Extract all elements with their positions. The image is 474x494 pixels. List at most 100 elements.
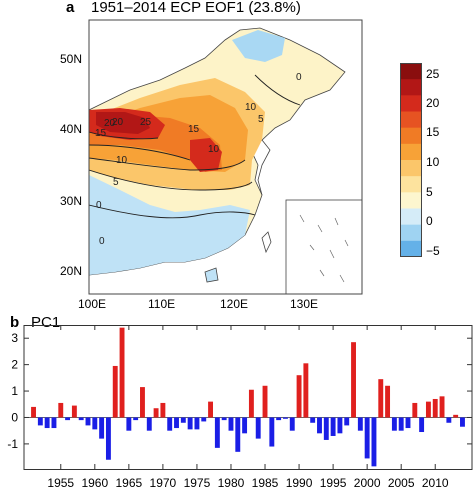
bar <box>214 417 220 448</box>
contour-label: 5 <box>258 114 264 125</box>
x-tick-label: 1975 <box>184 476 211 490</box>
bar <box>51 417 57 429</box>
x-tick-label: 1970 <box>150 476 177 490</box>
bar <box>317 417 322 434</box>
bar <box>432 398 438 418</box>
bar <box>337 417 343 434</box>
x-tick-label: 1990 <box>286 476 313 490</box>
colorbar-segment <box>400 95 422 112</box>
colorbar-segment <box>400 224 422 242</box>
positive-region-25 <box>96 112 150 134</box>
bar <box>378 379 384 418</box>
bar <box>44 417 50 429</box>
panel-b-label: b <box>10 314 20 331</box>
bar <box>140 387 145 418</box>
south-china-sea-inset <box>285 199 362 294</box>
positive-region-centre <box>190 138 222 172</box>
bar <box>37 417 43 426</box>
bar <box>330 417 336 436</box>
x-tick-label: 1960 <box>81 476 108 490</box>
colorbar-segment <box>400 208 422 226</box>
bar <box>276 417 282 421</box>
lon-tick-label: 110E <box>148 297 176 311</box>
y-tick-label: 2 <box>11 358 18 372</box>
bar <box>248 389 254 418</box>
colorbar-segment <box>400 192 422 209</box>
contour-label: 10 <box>245 102 257 113</box>
map-panel: 0 10 5 10 15 20 25 15 20 10 5 0 0 <box>88 19 363 295</box>
contour-label: 20 <box>104 118 116 129</box>
bar <box>255 417 261 439</box>
colorbar-segment <box>400 127 422 145</box>
colorbar-tick-label: 5 <box>426 185 433 199</box>
colorbar-segment <box>400 63 422 80</box>
bar <box>398 417 404 431</box>
chart-frame <box>23 325 473 470</box>
negative-region-southwest <box>89 175 250 275</box>
bar <box>153 408 159 418</box>
x-tick-label: 1955 <box>47 476 74 490</box>
bar <box>344 417 350 426</box>
y-tick-label: -1 <box>7 437 18 451</box>
bar <box>289 417 295 431</box>
bar <box>146 417 152 431</box>
bar <box>92 417 98 430</box>
contour-label: 0 <box>99 236 105 247</box>
lon-tick-label: 120E <box>220 297 249 311</box>
bar <box>391 417 397 431</box>
bar <box>235 417 241 452</box>
bar <box>160 402 166 418</box>
contour-label: 15 <box>95 128 107 139</box>
x-tick-label: 2005 <box>388 476 415 490</box>
bar <box>85 417 91 426</box>
bar <box>446 417 452 423</box>
bar <box>78 417 84 421</box>
bar <box>126 417 132 431</box>
taiwan-outline <box>261 231 272 254</box>
contour-label: 0 <box>296 72 302 83</box>
bar <box>105 417 111 460</box>
bar <box>453 414 459 418</box>
lat-tick-label: 20N <box>60 264 83 278</box>
colorbar-tick-label: −5 <box>426 244 440 258</box>
contour-label: 25 <box>140 117 152 128</box>
coastline <box>257 139 271 196</box>
bar <box>371 417 377 467</box>
lon-tick-label: 100E <box>78 297 107 311</box>
bar <box>460 417 465 427</box>
colorbar-tick-label: 20 <box>426 96 440 110</box>
bar <box>296 375 302 418</box>
lon-tick-label: 130E <box>290 297 319 311</box>
bar <box>262 385 268 418</box>
x-tick-label: 2000 <box>354 476 381 490</box>
bar <box>112 365 118 418</box>
bar <box>412 402 418 418</box>
lat-tick-label: 40N <box>60 122 83 136</box>
x-tick-label: 1985 <box>252 476 279 490</box>
bar <box>242 417 248 434</box>
hainan-outline <box>204 267 219 283</box>
bar <box>228 417 234 431</box>
colorbar-segment <box>400 79 422 96</box>
bar <box>180 417 186 423</box>
contour-label: 0 <box>96 200 102 211</box>
bar <box>221 417 227 421</box>
contour-label: 5 <box>113 177 119 188</box>
x-tick-label: 2010 <box>422 476 449 490</box>
bar <box>99 417 105 439</box>
x-tick-label: 1965 <box>115 476 142 490</box>
y-tick-label: 0 <box>11 410 18 424</box>
contour-label: 20 <box>112 117 124 128</box>
map-frame <box>88 19 363 295</box>
bar <box>167 417 173 431</box>
inset-islands <box>299 214 349 283</box>
colorbar-segment <box>400 111 422 129</box>
bar <box>425 401 431 418</box>
bar <box>194 417 200 430</box>
bar <box>65 417 71 421</box>
bar <box>405 417 411 429</box>
bar <box>303 363 309 418</box>
colorbar-frame <box>400 63 422 257</box>
chart-title: PC1 <box>31 314 61 331</box>
colorbar-segment <box>400 176 422 193</box>
